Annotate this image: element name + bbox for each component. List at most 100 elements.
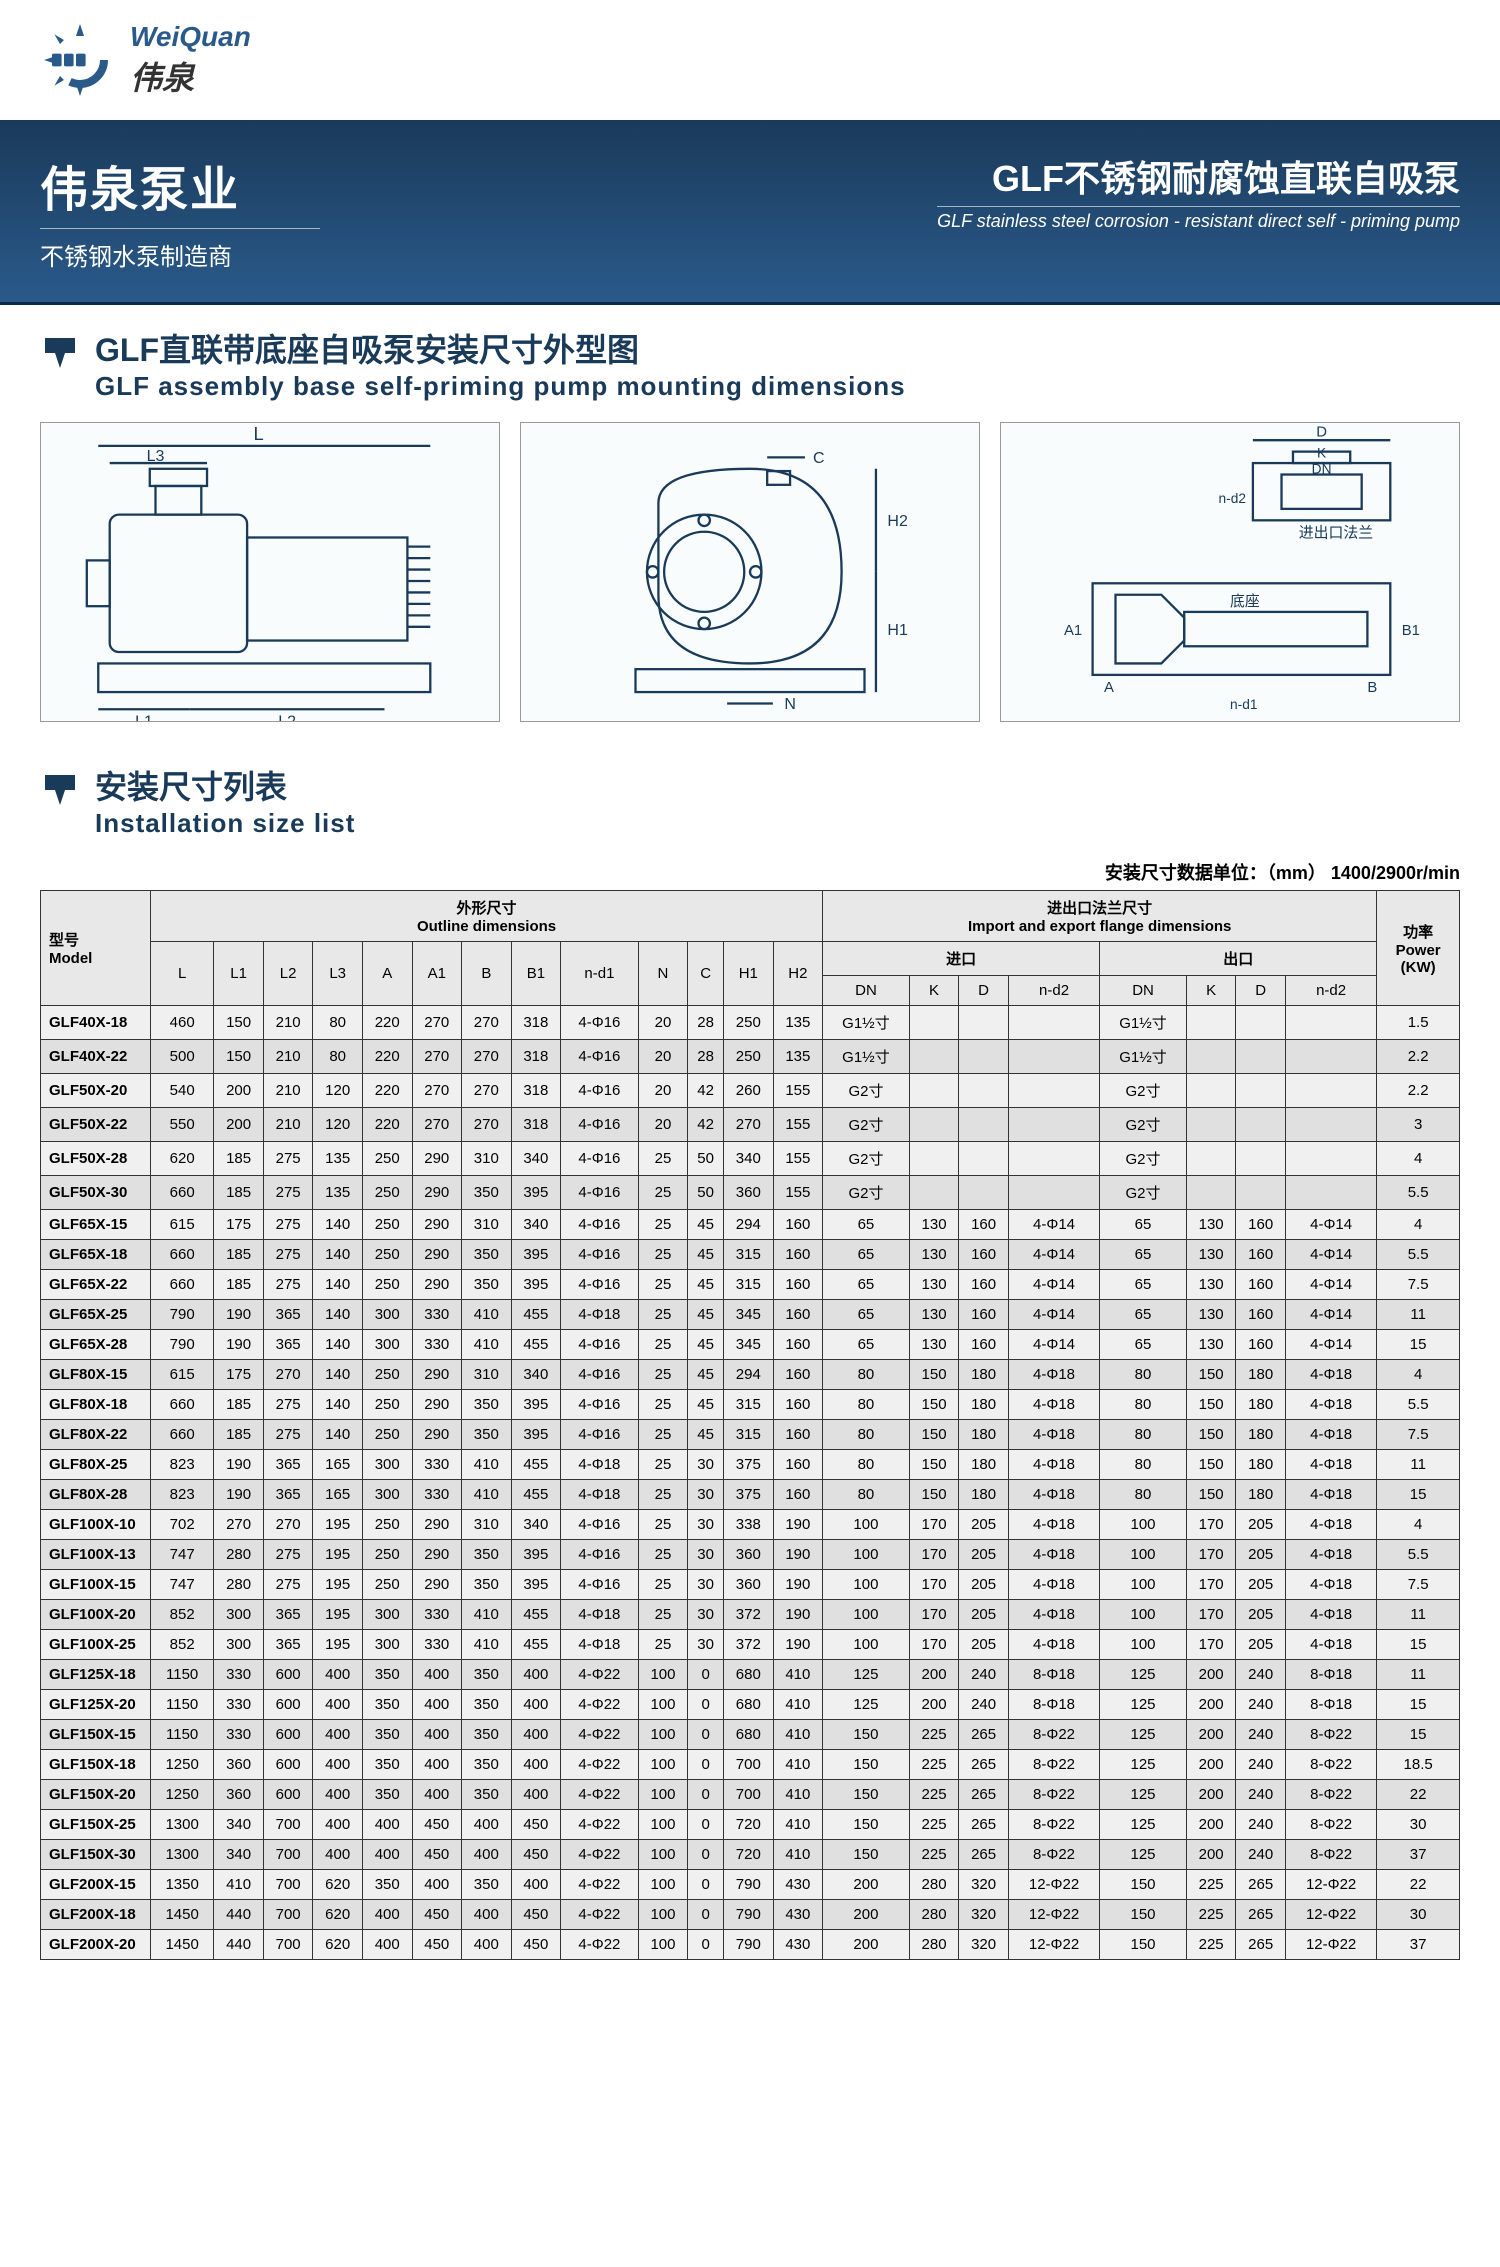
data-cell: 4-Φ16 [561, 1176, 639, 1210]
data-cell: 4-Φ16 [561, 1270, 639, 1300]
data-cell: 25 [638, 1270, 688, 1300]
data-cell: 300 [362, 1600, 412, 1630]
data-cell: 200 [1186, 1780, 1236, 1810]
data-cell: 170 [1186, 1540, 1236, 1570]
data-cell [1285, 1006, 1376, 1040]
data-cell: 265 [959, 1810, 1009, 1840]
data-cell: 365 [263, 1450, 313, 1480]
data-cell: 500 [151, 1040, 214, 1074]
data-cell: 350 [462, 1570, 512, 1600]
data-cell: 720 [724, 1840, 774, 1870]
data-cell: 15 [1377, 1690, 1460, 1720]
table-row: GLF50X-286201852751352502903103404-Φ1625… [41, 1142, 1460, 1176]
data-cell [1285, 1176, 1376, 1210]
data-cell: 100 [638, 1690, 688, 1720]
table-row: GLF50X-205402002101202202702703184-Φ1620… [41, 1074, 1460, 1108]
data-cell: 100 [1100, 1600, 1187, 1630]
data-cell: 240 [1236, 1780, 1286, 1810]
data-cell: 395 [511, 1240, 561, 1270]
data-cell [959, 1074, 1009, 1108]
data-cell: 410 [773, 1780, 823, 1810]
data-cell: 400 [313, 1780, 363, 1810]
data-cell: 160 [773, 1300, 823, 1330]
data-cell: 0 [688, 1840, 724, 1870]
svg-text:n-d2: n-d2 [1219, 491, 1246, 506]
data-cell: G2寸 [1100, 1074, 1187, 1108]
data-cell: 195 [313, 1510, 363, 1540]
data-cell: 4-Φ22 [561, 1720, 639, 1750]
data-cell: 45 [688, 1210, 724, 1240]
data-cell: 150 [1100, 1900, 1187, 1930]
data-cell: 450 [412, 1810, 462, 1840]
data-cell: 130 [1186, 1330, 1236, 1360]
model-cell: GLF200X-20 [41, 1930, 151, 1960]
model-cell: GLF200X-15 [41, 1870, 151, 1900]
data-cell: 400 [412, 1750, 462, 1780]
data-cell: 250 [362, 1540, 412, 1570]
data-cell: 170 [909, 1540, 959, 1570]
data-cell: G1½寸 [823, 1006, 910, 1040]
data-cell: G2寸 [823, 1074, 910, 1108]
data-cell: 400 [511, 1660, 561, 1690]
data-cell: G2寸 [1100, 1108, 1187, 1142]
data-cell: 12-Φ22 [1008, 1900, 1099, 1930]
data-cell: 150 [823, 1810, 910, 1840]
data-cell: 410 [462, 1630, 512, 1660]
data-cell: 430 [773, 1900, 823, 1930]
model-cell: GLF65X-18 [41, 1240, 151, 1270]
data-cell: 320 [959, 1930, 1009, 1960]
data-cell: 455 [511, 1480, 561, 1510]
model-cell: GLF200X-18 [41, 1900, 151, 1930]
data-cell: 200 [1186, 1810, 1236, 1840]
data-cell: 790 [724, 1900, 774, 1930]
data-cell: 600 [263, 1720, 313, 1750]
data-cell: 195 [313, 1600, 363, 1630]
data-cell: 20 [638, 1074, 688, 1108]
data-cell: 294 [724, 1210, 774, 1240]
data-cell: 4-Φ22 [561, 1870, 639, 1900]
data-cell: 190 [214, 1450, 264, 1480]
data-cell: 4-Φ18 [1008, 1630, 1099, 1660]
data-cell: 455 [511, 1300, 561, 1330]
data-cell: 340 [214, 1840, 264, 1870]
gear-logo-icon [40, 20, 120, 100]
data-cell: 165 [313, 1480, 363, 1510]
data-cell: 170 [1186, 1510, 1236, 1540]
model-cell: GLF100X-15 [41, 1570, 151, 1600]
data-cell: 205 [959, 1510, 1009, 1540]
model-cell: GLF40X-22 [41, 1040, 151, 1074]
data-cell: 300 [362, 1300, 412, 1330]
data-cell: 45 [688, 1360, 724, 1390]
data-cell: 200 [214, 1108, 264, 1142]
data-cell: 30 [1377, 1900, 1460, 1930]
data-cell: 25 [638, 1510, 688, 1540]
data-cell: 8-Φ22 [1008, 1810, 1099, 1840]
data-cell: 4-Φ18 [1285, 1420, 1376, 1450]
data-cell: 200 [214, 1074, 264, 1108]
data-cell: 220 [362, 1006, 412, 1040]
table-row: GLF80X-156151752701402502903103404-Φ1625… [41, 1360, 1460, 1390]
data-cell: 4 [1377, 1210, 1460, 1240]
model-cell: GLF40X-18 [41, 1006, 151, 1040]
data-cell: 350 [462, 1720, 512, 1750]
data-cell: 185 [214, 1142, 264, 1176]
data-cell: 125 [1100, 1810, 1187, 1840]
data-cell: 410 [773, 1750, 823, 1780]
data-cell: 125 [1100, 1660, 1187, 1690]
data-cell: 8-Φ22 [1285, 1780, 1376, 1810]
data-cell: 410 [773, 1690, 823, 1720]
data-cell: 150 [1100, 1930, 1187, 1960]
data-cell: 12-Φ22 [1285, 1900, 1376, 1930]
data-cell: 4-Φ14 [1008, 1240, 1099, 1270]
data-cell: 430 [773, 1930, 823, 1960]
table-header: 型号Model 外形尺寸Outline dimensions 进出口法兰尺寸Im… [41, 891, 1460, 1006]
data-cell: 4-Φ18 [561, 1600, 639, 1630]
data-cell: 180 [959, 1390, 1009, 1420]
data-cell: 25 [638, 1240, 688, 1270]
model-cell: GLF80X-22 [41, 1420, 151, 1450]
data-cell: 190 [773, 1510, 823, 1540]
data-cell: G2寸 [1100, 1142, 1187, 1176]
data-cell: 4-Φ22 [561, 1660, 639, 1690]
data-cell: 4-Φ18 [1008, 1600, 1099, 1630]
data-cell: 400 [313, 1660, 363, 1690]
